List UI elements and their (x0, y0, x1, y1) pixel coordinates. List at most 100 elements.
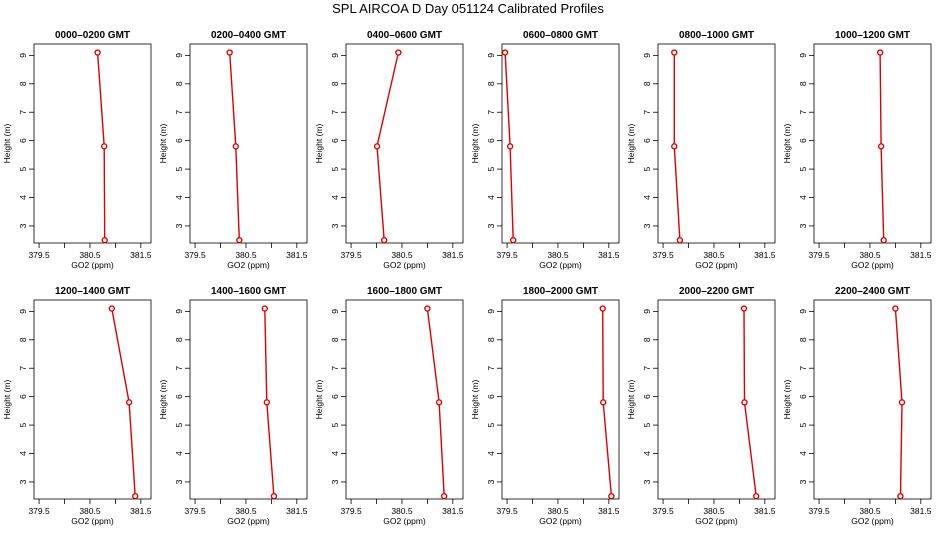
data-point (671, 49, 678, 56)
data-point (509, 236, 517, 244)
x-tick-label: 380.5 (79, 506, 101, 516)
data-point (94, 49, 101, 56)
y-tick-label: 4 (642, 195, 652, 200)
data-point (740, 305, 748, 312)
x-tick-label: 379.5 (808, 250, 830, 260)
data-point (506, 143, 514, 150)
panel-title: 1000–1200 GMT (835, 30, 910, 41)
x-axis-label: GO2 (ppm) (71, 260, 114, 270)
y-tick-label: 8 (798, 81, 808, 86)
y-tick-label: 8 (174, 81, 184, 86)
y-tick-label: 9 (18, 309, 28, 314)
x-tick-label: 380.5 (547, 250, 569, 260)
y-tick-label: 6 (642, 394, 652, 399)
y-tick-label: 7 (642, 110, 652, 115)
y-tick-label: 3 (486, 223, 496, 228)
y-tick-label: 4 (486, 451, 496, 456)
y-axis-label: Height (m) (626, 380, 636, 420)
data-point (132, 492, 139, 500)
data-point (101, 236, 108, 244)
x-tick-label: 379.5 (496, 506, 518, 516)
data-point (501, 49, 509, 56)
y-tick-label: 5 (486, 422, 496, 427)
x-axis-label: GO2 (ppm) (851, 516, 894, 526)
x-axis-label: GO2 (ppm) (695, 516, 738, 526)
y-tick-label: 6 (798, 394, 808, 399)
plot-frame (189, 299, 308, 500)
data-point (380, 236, 388, 244)
y-tick-label: 7 (486, 110, 496, 115)
x-tick-label: 380.5 (79, 250, 101, 260)
plot-frame (345, 43, 464, 244)
y-tick-label: 5 (174, 422, 184, 427)
profile-panel-9: 1600–1800 GMT 379.5 380.5 381.5 3 4 5 6 7 8 9 GO2 (… (314, 286, 464, 526)
data-point (236, 236, 243, 244)
data-point (876, 49, 884, 56)
data-point (270, 492, 278, 500)
plot-frame (813, 299, 932, 500)
y-tick-label: 8 (174, 337, 184, 342)
data-point (898, 399, 906, 406)
y-tick-label: 5 (330, 422, 340, 427)
y-tick-label: 6 (642, 138, 652, 143)
x-tick-label: 379.5 (184, 250, 206, 260)
panel-title: 1800–2000 GMT (523, 286, 598, 297)
plot-frame (189, 43, 308, 244)
data-point (263, 399, 271, 406)
y-tick-label: 7 (798, 366, 808, 371)
y-tick-label: 7 (174, 366, 184, 371)
y-tick-label: 9 (174, 53, 184, 58)
y-axis-label: Height (m) (314, 124, 324, 164)
x-axis-label: GO2 (ppm) (695, 260, 738, 270)
x-tick-label: 381.5 (598, 250, 620, 260)
plot-frame (33, 43, 152, 244)
y-tick-label: 4 (18, 451, 28, 456)
y-tick-label: 6 (486, 138, 496, 143)
y-tick-label: 5 (486, 166, 496, 171)
data-point (395, 49, 402, 56)
y-tick-label: 8 (330, 81, 340, 86)
panel-title: 2000–2200 GMT (679, 286, 754, 297)
y-tick-label: 5 (642, 166, 652, 171)
x-tick-label: 380.5 (859, 506, 881, 516)
y-axis-label: Height (m) (158, 124, 168, 164)
x-tick-label: 379.5 (340, 250, 362, 260)
y-tick-label: 6 (330, 138, 340, 143)
y-tick-label: 9 (174, 309, 184, 314)
y-tick-label: 3 (642, 223, 652, 228)
y-tick-label: 7 (18, 110, 28, 115)
y-tick-label: 8 (18, 337, 28, 342)
data-point (226, 49, 233, 56)
y-tick-label: 8 (642, 337, 652, 342)
x-axis-label: GO2 (ppm) (227, 260, 270, 270)
data-point (232, 143, 239, 150)
x-axis-label: GO2 (ppm) (851, 260, 894, 270)
y-tick-label: 9 (18, 53, 28, 58)
data-point (671, 143, 678, 150)
y-tick-label: 4 (18, 195, 28, 200)
y-axis-label: Height (m) (314, 380, 324, 420)
x-tick-label: 379.5 (184, 506, 206, 516)
y-tick-label: 8 (486, 337, 496, 342)
y-tick-label: 9 (486, 53, 496, 58)
y-tick-label: 8 (798, 337, 808, 342)
x-tick-label: 380.5 (391, 250, 413, 260)
x-tick-label: 381.5 (130, 506, 152, 516)
panel-title: 0400–0600 GMT (367, 30, 442, 41)
data-point (440, 492, 448, 500)
y-tick-label: 3 (486, 479, 496, 484)
data-point (100, 143, 108, 150)
y-tick-label: 4 (486, 195, 496, 200)
y-tick-label: 7 (330, 110, 340, 115)
y-tick-label: 8 (18, 81, 28, 86)
y-tick-label: 9 (798, 53, 808, 58)
panel-title: 0200–0400 GMT (211, 30, 286, 41)
data-point (880, 236, 887, 244)
x-tick-label: 380.5 (703, 506, 725, 516)
panel-title: 1400–1600 GMT (211, 286, 286, 297)
y-tick-label: 8 (486, 81, 496, 86)
y-tick-label: 4 (174, 195, 184, 200)
x-tick-label: 381.5 (442, 506, 464, 516)
profile-panel-2: 0200–0400 GMT 379.5 380.5 381.5 3 4 5 6 7 8 9 GO2 (… (158, 30, 308, 270)
y-tick-label: 3 (18, 223, 28, 228)
